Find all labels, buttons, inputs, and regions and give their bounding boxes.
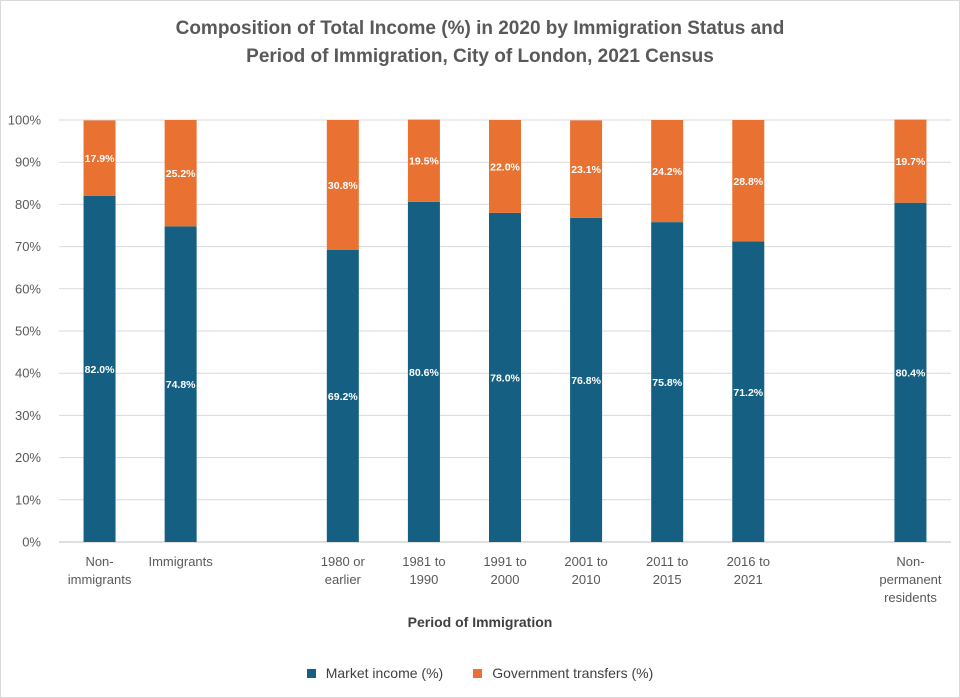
x-tick-label: 2010	[572, 572, 601, 587]
data-label-government-transfers: 19.5%	[409, 156, 439, 168]
data-label-government-transfers: 24.2%	[652, 166, 682, 178]
data-label-market-income: 74.8%	[166, 379, 196, 391]
y-tick-label: 30%	[15, 408, 41, 423]
data-label-market-income: 76.8%	[571, 375, 601, 387]
legend: Market income (%) Government transfers (…	[1, 665, 959, 681]
legend-label-government-transfers: Government transfers (%)	[492, 665, 654, 681]
x-tick-label: 1990	[409, 572, 438, 587]
y-tick-label: 0%	[22, 535, 41, 550]
data-label-market-income: 80.4%	[896, 367, 926, 379]
x-tick-label: residents	[884, 590, 937, 605]
data-label-government-transfers: 23.1%	[571, 164, 601, 176]
y-tick-label: 70%	[15, 239, 41, 254]
chart-title-line-2: Period of Immigration, City of London, 2…	[246, 46, 714, 67]
x-tick-label: 1980 or	[321, 554, 366, 569]
legend-label-market-income: Market income (%)	[325, 665, 444, 681]
bar-market-income	[651, 222, 684, 542]
x-tick-label: 2001 to	[564, 554, 607, 569]
data-label-government-transfers: 30.8%	[328, 180, 358, 192]
data-label-government-transfers: 22.0%	[490, 161, 520, 173]
x-tick-label: 2011 to	[646, 554, 688, 569]
bar-market-income	[326, 249, 359, 542]
x-tick-label: 2015	[653, 572, 682, 587]
data-label-government-transfers: 17.9%	[85, 153, 115, 165]
bar-government-transfers	[83, 120, 116, 196]
bar-government-transfers	[651, 120, 684, 223]
x-tick-label: 2016 to	[727, 554, 770, 569]
x-tick-label: Non-	[85, 554, 113, 569]
data-label-government-transfers: 28.8%	[733, 176, 763, 188]
y-tick-label: 80%	[15, 197, 41, 212]
x-axis-title: Period of Immigration	[407, 614, 553, 630]
legend-swatch-government-transfers	[473, 668, 483, 678]
chart-title: Composition of Total Income (%) in 2020 …	[1, 15, 959, 71]
chart-title-line-1: Composition of Total Income (%) in 2020 …	[175, 18, 785, 39]
x-tick-label: Non-	[896, 554, 924, 569]
x-tick-label: earlier	[325, 572, 362, 587]
bar-government-transfers	[326, 120, 359, 250]
data-label-market-income: 78.0%	[490, 372, 520, 384]
bar-market-income	[489, 212, 521, 542]
data-label-market-income: 71.2%	[733, 387, 763, 399]
x-tick-label: 1981 to	[402, 554, 445, 569]
legend-item-market-income: Market income (%)	[306, 665, 444, 681]
x-tick-label: permanent	[879, 572, 942, 587]
data-label-market-income: 80.6%	[409, 367, 439, 379]
bar-government-transfers	[570, 120, 603, 218]
bar-market-income	[570, 217, 603, 543]
x-tick-label: immigrants	[68, 572, 132, 587]
y-tick-label: 20%	[15, 450, 41, 465]
data-label-government-transfers: 25.2%	[166, 168, 196, 180]
bar-government-transfers	[407, 119, 440, 202]
bar-market-income	[83, 195, 116, 542]
y-tick-label: 60%	[15, 281, 41, 296]
x-tick-label: 2021	[734, 572, 763, 587]
bar-market-income	[164, 226, 197, 542]
bar-government-transfers	[164, 120, 197, 227]
legend-swatch-market-income	[306, 668, 316, 678]
y-tick-label: 40%	[15, 366, 41, 381]
x-tick-label: Immigrants	[148, 554, 213, 569]
bar-government-transfers	[894, 119, 927, 203]
bar-market-income	[894, 202, 927, 542]
data-label-government-transfers: 19.7%	[896, 156, 926, 168]
data-label-market-income: 82.0%	[85, 364, 115, 376]
bar-market-income	[407, 201, 440, 543]
y-tick-label: 100%	[8, 113, 42, 128]
bar-government-transfers	[489, 120, 521, 213]
y-tick-label: 90%	[15, 155, 41, 170]
bar-government-transfers	[732, 120, 765, 242]
data-label-market-income: 69.2%	[328, 391, 358, 403]
y-tick-label: 50%	[15, 324, 41, 339]
y-tick-label: 10%	[15, 492, 41, 507]
x-tick-label: 1991 to	[483, 554, 526, 569]
legend-item-government-transfers: Government transfers (%)	[473, 665, 653, 681]
bar-market-income	[732, 241, 765, 542]
data-label-market-income: 75.8%	[652, 377, 682, 389]
x-tick-label: 2000	[491, 572, 520, 587]
